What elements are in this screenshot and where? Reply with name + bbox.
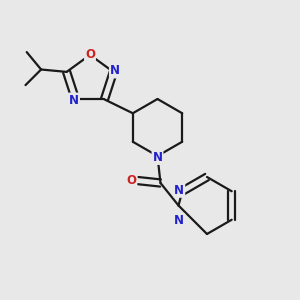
Text: O: O: [85, 48, 95, 62]
Text: O: O: [126, 174, 136, 187]
Text: N: N: [174, 214, 184, 227]
Text: N: N: [174, 184, 184, 197]
Text: N: N: [152, 151, 163, 164]
Text: N: N: [110, 64, 120, 77]
Text: N: N: [69, 94, 79, 106]
